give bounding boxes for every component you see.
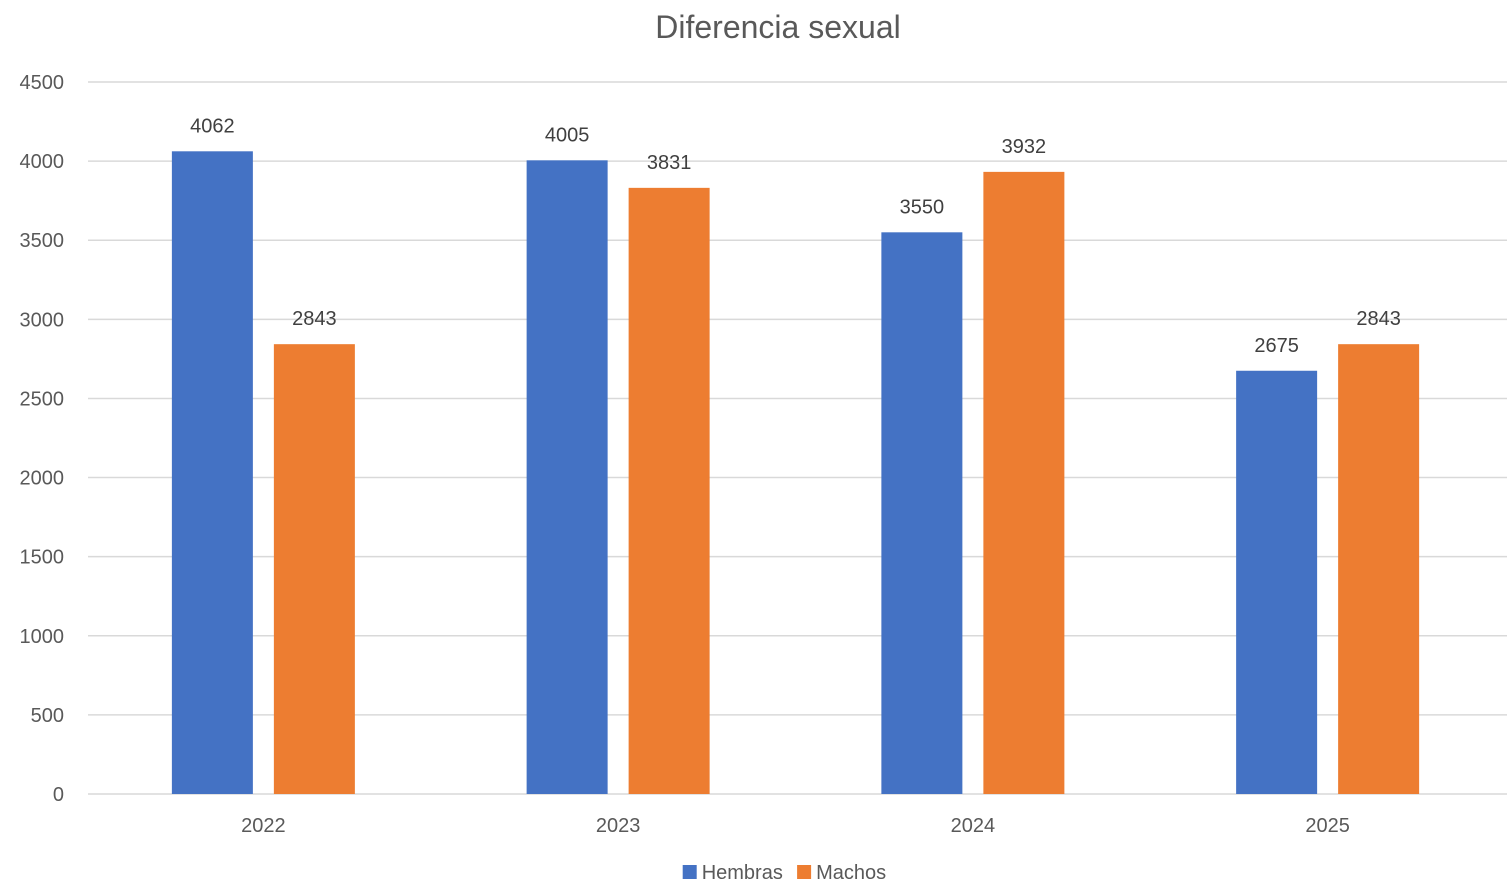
y-tick-label: 2000 [20, 468, 65, 490]
legend-label-hembras: Hembras [702, 862, 783, 884]
x-tick-label: 2025 [1305, 815, 1350, 837]
bar-hembras-2023 [526, 160, 608, 794]
data-label: 2843 [292, 308, 337, 330]
legend-swatch-machos [797, 865, 812, 879]
data-label: 2675 [1254, 335, 1299, 357]
y-tick-label: 500 [31, 705, 64, 727]
y-tick-label: 3500 [20, 230, 65, 252]
x-tick-label: 2023 [596, 815, 641, 837]
chart-title: Diferencia sexual [655, 9, 900, 45]
data-label: 2843 [1356, 308, 1401, 330]
x-axis-ticks: 2022 2023 2024 2025 [241, 815, 1350, 837]
y-tick-label: 2500 [20, 388, 65, 410]
y-tick-label: 4500 [20, 72, 65, 94]
data-label: 4062 [190, 115, 235, 137]
bar-hembras-2024 [881, 232, 963, 795]
data-label: 3550 [900, 196, 945, 218]
bar-hembras-2025 [1236, 370, 1318, 794]
y-tick-label: 1500 [20, 547, 65, 569]
y-tick-label: 3000 [20, 309, 65, 331]
bars [171, 151, 1420, 795]
data-label: 3932 [1002, 136, 1047, 158]
data-labels: 4062 2843 4005 3831 3550 3932 2675 2843 [190, 115, 1401, 356]
bar-machos-2022 [273, 344, 355, 794]
x-tick-label: 2024 [951, 815, 996, 837]
x-tick-label: 2022 [241, 815, 286, 837]
y-tick-label: 1000 [20, 626, 65, 648]
bar-machos-2025 [1338, 344, 1420, 794]
bar-machos-2023 [628, 187, 710, 795]
data-label: 3831 [647, 152, 692, 174]
data-label: 4005 [545, 124, 590, 146]
bar-hembras-2022 [171, 151, 253, 794]
legend-label-machos: Machos [816, 862, 886, 884]
y-tick-label: 0 [53, 784, 64, 806]
legend: Hembras Machos [682, 862, 886, 884]
legend-swatch-hembras [682, 865, 697, 879]
y-axis-ticks: 0 500 1000 1500 2000 2500 3000 3500 4000 4500 [20, 72, 65, 806]
y-tick-label: 4000 [20, 151, 65, 173]
bar-machos-2024 [983, 171, 1065, 794]
